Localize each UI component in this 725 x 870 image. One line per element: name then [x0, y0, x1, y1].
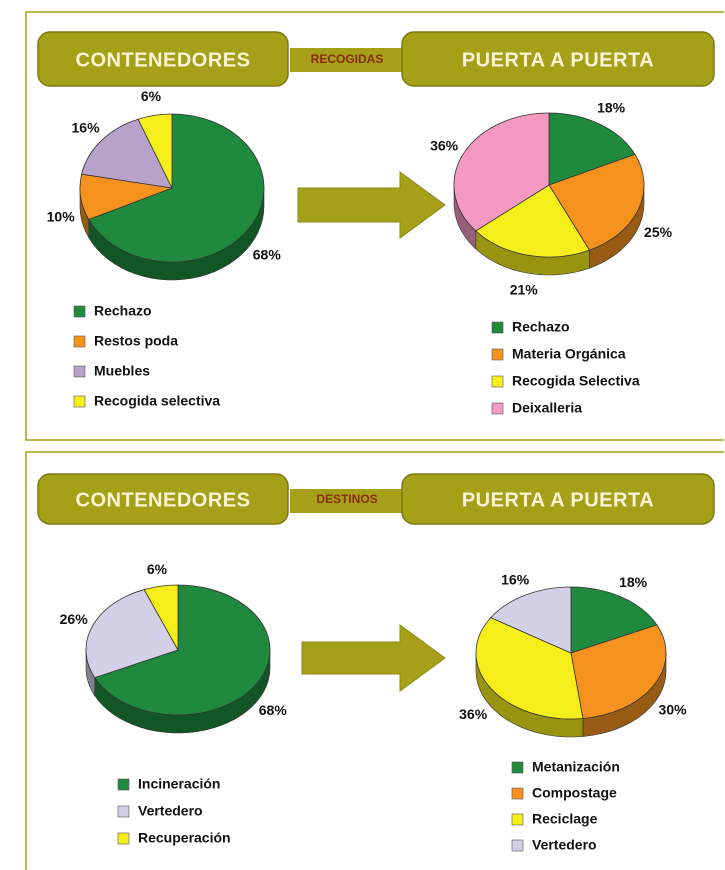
- legend-label: Deixalleria: [512, 400, 582, 416]
- value-label: 26%: [60, 611, 89, 627]
- slice: [548, 112, 636, 186]
- legend-swatch: [511, 813, 524, 826]
- legend-label: Muebles: [94, 363, 150, 379]
- value-label: 30%: [659, 701, 688, 717]
- slice: [137, 113, 173, 189]
- legend-swatch: [73, 395, 86, 408]
- value-label: 68%: [253, 246, 282, 262]
- banner-band: [290, 48, 405, 72]
- banner-middle: RECOGIDAS: [311, 52, 384, 66]
- legend-swatch: [117, 778, 130, 791]
- banner-band: [290, 489, 405, 513]
- value-label: 68%: [259, 702, 288, 718]
- banner-left: CONTENEDORES: [76, 49, 251, 71]
- legend-label: Recogida Selectiva: [512, 373, 640, 389]
- legend-swatch: [73, 365, 86, 378]
- legend-swatch: [117, 805, 130, 818]
- legend-label: Vertedero: [138, 803, 203, 819]
- slice: [85, 589, 179, 679]
- banner: [37, 31, 289, 87]
- legend-label: Compostage: [532, 785, 617, 801]
- legend-swatch: [511, 787, 524, 800]
- legend-swatch: [73, 305, 86, 318]
- value-label: 10%: [47, 208, 76, 224]
- slice: [81, 118, 173, 189]
- panel-frame: [25, 451, 724, 870]
- banner: [401, 473, 715, 525]
- banner: [401, 31, 715, 87]
- value-label: 25%: [644, 224, 673, 240]
- value-label: 16%: [72, 120, 101, 136]
- legend-label: Restos poda: [94, 333, 178, 349]
- legend-swatch: [511, 761, 524, 774]
- value-label: 36%: [430, 137, 459, 153]
- value-label: 16%: [501, 571, 530, 587]
- value-label: 6%: [141, 88, 162, 104]
- legend-swatch: [491, 402, 504, 415]
- legend-swatch: [73, 335, 86, 348]
- legend-label: Recogida selectiva: [94, 393, 220, 409]
- slice: [475, 617, 584, 720]
- slice: [88, 113, 265, 263]
- value-label: 36%: [459, 706, 488, 722]
- legend-label: Recuperación: [138, 830, 231, 846]
- legend-swatch: [491, 375, 504, 388]
- panel-frame: [25, 11, 724, 441]
- arrow: [297, 171, 446, 239]
- legend-label: Materia Orgánica: [512, 346, 626, 362]
- legend-swatch: [491, 348, 504, 361]
- legend-swatch: [117, 832, 130, 845]
- banner-right: PUERTA A PUERTA: [462, 489, 654, 511]
- slice: [143, 584, 179, 652]
- legend-label: Rechazo: [512, 319, 570, 335]
- slice: [94, 584, 271, 716]
- banner-middle: DESTINOS: [316, 492, 377, 506]
- legend-swatch: [491, 321, 504, 334]
- banner-left: CONTENEDORES: [76, 489, 251, 511]
- banner-right: PUERTA A PUERTA: [462, 49, 654, 71]
- charts: 68% 10% 16% 6% Rechazo Restos poda Muebles Reco…: [47, 88, 687, 853]
- legend-label: Reciclage: [532, 811, 598, 827]
- value-label: 6%: [147, 561, 168, 577]
- value-label: 21%: [510, 282, 539, 298]
- legend-label: Rechazo: [94, 303, 152, 319]
- legend-label: Vertedero: [532, 837, 597, 853]
- slice: [490, 586, 572, 654]
- slice: [548, 153, 645, 251]
- value-label: 18%: [619, 574, 648, 590]
- slice: [570, 624, 667, 719]
- slice: [570, 586, 658, 654]
- legend-label: Metanización: [532, 759, 620, 775]
- value-label: 18%: [597, 100, 626, 116]
- legend-label: Incineración: [138, 776, 220, 792]
- banner: [37, 473, 289, 525]
- slice: [453, 112, 550, 232]
- legend-swatch: [511, 839, 524, 852]
- slice: [475, 184, 591, 258]
- arrow: [301, 624, 446, 692]
